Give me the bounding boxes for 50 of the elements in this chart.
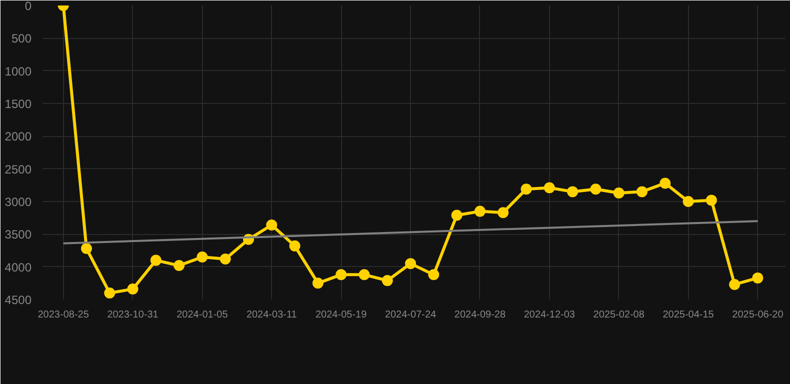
x-tick-label: 2024-12-03 (524, 310, 576, 320)
y-tick-label: 4500 (4, 293, 32, 307)
y-tick-label: 4000 (4, 260, 32, 274)
point (220, 254, 231, 264)
point (590, 184, 602, 195)
point (358, 269, 370, 280)
x-tick-label: 2024-03-11 (246, 310, 298, 320)
point (567, 186, 578, 198)
point (660, 178, 671, 189)
point (289, 240, 300, 252)
y-tick-label: 2500 (4, 162, 32, 176)
x-tick-label: 2024-07-24 (384, 310, 437, 320)
x-tick-label: 2024-09-28 (454, 310, 506, 320)
point (80, 243, 92, 254)
y-tick-label: 1500 (4, 97, 32, 111)
y-tick-label: 500 (11, 32, 32, 46)
y-tick-label: 1000 (4, 64, 32, 78)
point (382, 275, 393, 286)
point (174, 260, 185, 272)
point (336, 269, 347, 280)
point (520, 184, 532, 195)
x-tick-label: 2025-06-20 (732, 310, 784, 320)
point (127, 284, 138, 295)
y-tick-label: 3000 (4, 195, 32, 209)
point (682, 196, 694, 207)
point (196, 252, 208, 263)
y-tick-label: 2000 (4, 130, 32, 144)
y-tick-label: 3500 (4, 228, 32, 242)
point (636, 186, 648, 198)
point (312, 278, 324, 289)
point (150, 254, 162, 266)
point (428, 269, 440, 280)
y-tick-label: 0 (24, 0, 32, 13)
x-tick-label: 2024-01-05 (176, 310, 228, 320)
x-tick-label: 2025-02-08 (593, 310, 645, 320)
point (104, 287, 116, 298)
point (451, 210, 462, 221)
point (752, 272, 764, 284)
x-tick-label: 2023-08-25 (38, 310, 90, 320)
point (498, 207, 509, 218)
point (729, 278, 740, 290)
point (544, 182, 555, 194)
point (706, 194, 717, 206)
x-tick-label: 2024-05-19 (316, 310, 368, 320)
point (405, 258, 416, 270)
point (613, 188, 624, 198)
point (474, 206, 486, 217)
x-tick-label: 2023-10-31 (107, 310, 159, 320)
point (266, 220, 278, 231)
x-tick-label: 2025-04-15 (662, 310, 714, 320)
